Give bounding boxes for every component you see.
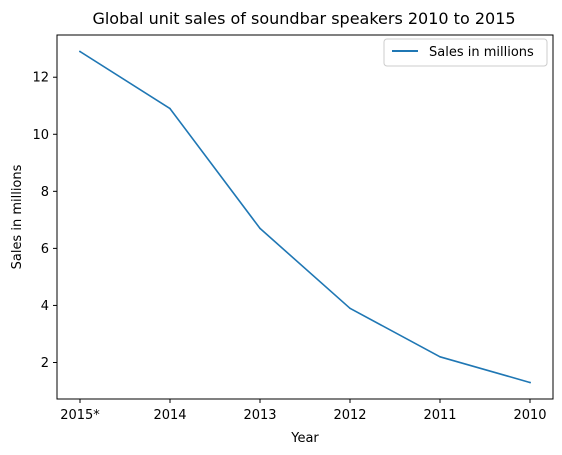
plot-area — [56, 34, 554, 400]
x-tick-label: 2014 — [153, 408, 186, 423]
y-tick-label: 8 — [41, 185, 49, 200]
y-axis-label: Sales in millions — [10, 164, 25, 269]
chart-title: Global unit sales of soundbar speakers 2… — [92, 9, 515, 28]
legend-label: Sales in millions — [429, 45, 534, 60]
y-tick-label: 6 — [41, 242, 49, 257]
legend-box — [383, 38, 548, 67]
x-tick-label: 2013 — [243, 408, 276, 423]
data-point — [79, 50, 81, 53]
data-point — [439, 355, 441, 358]
data-point — [349, 307, 351, 310]
series-line — [78, 50, 531, 384]
x-axis-label: Year — [290, 431, 319, 446]
x-tick-label: 2011 — [423, 408, 456, 423]
y-tick-label: 12 — [32, 71, 49, 86]
y-tick-label: 2 — [41, 356, 49, 371]
series-layer — [78, 50, 531, 384]
x-tick-label: 2010 — [513, 408, 546, 423]
x-tick-label: 2012 — [333, 408, 366, 423]
x-axis: 2015* 2014 2013 2012 2011 2010 — [60, 399, 547, 423]
data-point — [259, 227, 261, 230]
y-tick-label: 10 — [32, 128, 49, 143]
y-tick-label: 4 — [41, 299, 49, 314]
data-point — [529, 381, 531, 384]
y-axis: 2 4 6 8 10 12 — [32, 71, 57, 371]
x-tick-label: 2015* — [60, 408, 100, 423]
data-point — [169, 107, 171, 110]
legend: Sales in millions — [383, 38, 548, 67]
